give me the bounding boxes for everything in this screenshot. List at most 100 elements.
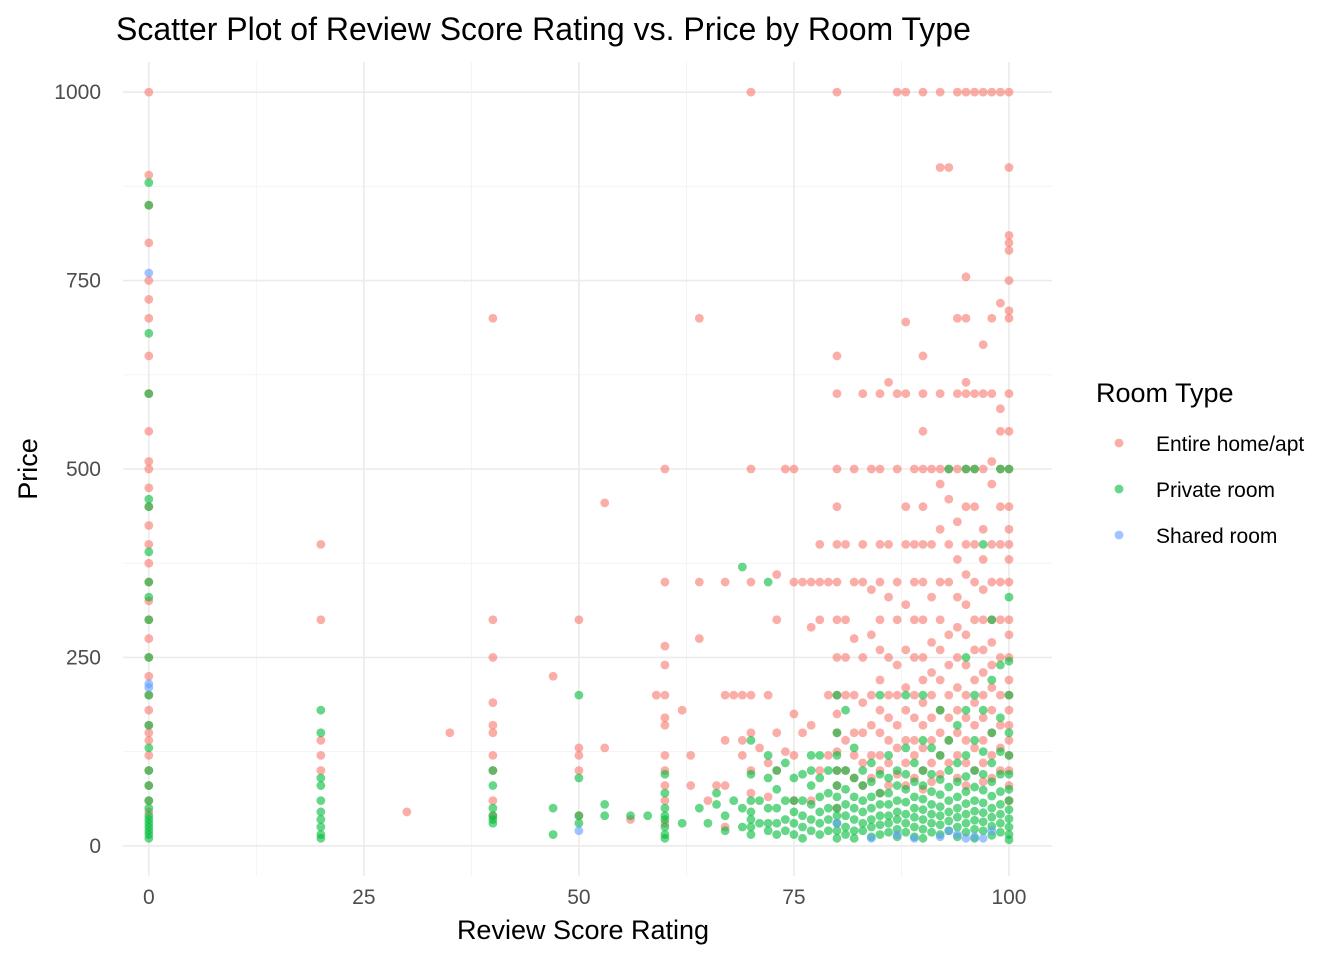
data-point-entire-home-apt bbox=[927, 539, 936, 549]
data-point-private-room bbox=[660, 833, 670, 843]
data-point-private-room bbox=[909, 803, 919, 813]
data-point-private-room bbox=[832, 826, 842, 836]
data-point-entire-home-apt bbox=[789, 709, 799, 719]
data-point-entire-home-apt bbox=[892, 720, 902, 730]
data-point-entire-home-apt bbox=[746, 577, 756, 587]
data-point-private-room bbox=[849, 743, 859, 753]
data-point-private-room bbox=[832, 781, 842, 790]
data-point-private-room bbox=[918, 815, 928, 824]
data-point-entire-home-apt bbox=[961, 313, 971, 323]
data-point-entire-home-apt bbox=[961, 660, 971, 670]
data-point-private-room bbox=[144, 502, 154, 512]
data-point-private-room bbox=[858, 818, 868, 828]
data-point-entire-home-apt bbox=[832, 351, 842, 361]
data-point-private-room bbox=[884, 799, 893, 809]
data-point-private-room bbox=[144, 796, 154, 806]
data-point-entire-home-apt bbox=[875, 464, 885, 474]
data-point-entire-home-apt bbox=[660, 660, 670, 670]
data-point-entire-home-apt bbox=[488, 728, 498, 738]
data-point-private-room bbox=[995, 818, 1005, 828]
data-point-entire-home-apt bbox=[884, 781, 893, 790]
data-point-entire-home-apt bbox=[927, 464, 936, 474]
data-point-private-room bbox=[961, 787, 971, 796]
data-point-private-room bbox=[815, 751, 825, 760]
data-point-private-room bbox=[849, 833, 859, 843]
data-point-entire-home-apt bbox=[944, 690, 954, 700]
data-point-private-room bbox=[961, 772, 971, 781]
data-point-private-room bbox=[316, 815, 326, 824]
data-point-private-room bbox=[798, 796, 807, 806]
data-point-entire-home-apt bbox=[927, 637, 936, 647]
data-point-entire-home-apt bbox=[978, 87, 988, 97]
data-point-entire-home-apt bbox=[1004, 577, 1014, 587]
x-tick-label: 0 bbox=[143, 886, 155, 909]
data-point-entire-home-apt bbox=[402, 807, 412, 817]
data-point-entire-home-apt bbox=[987, 389, 997, 399]
data-point-entire-home-apt bbox=[961, 600, 971, 610]
data-point-entire-home-apt bbox=[677, 705, 687, 715]
data-point-private-room bbox=[316, 781, 326, 790]
data-point-private-room bbox=[849, 773, 859, 783]
data-point-private-room bbox=[712, 799, 721, 809]
data-point-private-room bbox=[961, 705, 971, 715]
data-point-entire-home-apt bbox=[746, 728, 756, 738]
data-point-private-room bbox=[1004, 690, 1014, 700]
data-point-entire-home-apt bbox=[815, 539, 825, 549]
data-point-private-room bbox=[823, 788, 833, 798]
data-point-private-room bbox=[832, 833, 842, 843]
data-point-private-room bbox=[927, 769, 936, 779]
data-point-entire-home-apt bbox=[918, 720, 928, 730]
data-point-private-room bbox=[841, 766, 850, 775]
data-point-entire-home-apt bbox=[944, 630, 954, 640]
data-point-private-room bbox=[660, 822, 670, 832]
data-point-entire-home-apt bbox=[970, 615, 979, 625]
data-point-private-room bbox=[823, 803, 833, 813]
data-point-entire-home-apt bbox=[884, 758, 893, 768]
data-point-private-room bbox=[944, 796, 954, 806]
data-point-private-room bbox=[927, 799, 936, 809]
data-point-private-room bbox=[574, 773, 584, 783]
data-point-entire-home-apt bbox=[144, 483, 154, 493]
data-point-private-room bbox=[841, 705, 850, 715]
data-point-private-room bbox=[892, 766, 902, 775]
data-point-private-room bbox=[909, 758, 919, 768]
data-point-entire-home-apt bbox=[901, 502, 911, 512]
data-point-entire-home-apt bbox=[918, 389, 928, 399]
y-axis-title: Price bbox=[13, 438, 43, 500]
data-point-private-room bbox=[866, 792, 876, 802]
data-point-private-room bbox=[600, 799, 610, 809]
data-point-private-room bbox=[1004, 592, 1014, 602]
data-point-private-room bbox=[823, 766, 833, 775]
data-point-entire-home-apt bbox=[918, 615, 928, 625]
data-point-entire-home-apt bbox=[927, 735, 936, 745]
data-point-private-room bbox=[952, 720, 962, 730]
data-point-entire-home-apt bbox=[746, 464, 756, 474]
data-point-entire-home-apt bbox=[815, 577, 825, 587]
data-point-private-room bbox=[970, 464, 979, 474]
data-point-entire-home-apt bbox=[832, 87, 842, 97]
data-point-private-room bbox=[858, 807, 868, 817]
data-point-private-room bbox=[772, 766, 782, 775]
data-point-shared-room bbox=[144, 683, 154, 692]
data-point-entire-home-apt bbox=[970, 577, 979, 587]
data-point-private-room bbox=[1004, 814, 1014, 824]
data-point-private-room bbox=[875, 799, 885, 809]
data-point-private-room bbox=[884, 811, 893, 821]
data-point-private-room bbox=[935, 811, 945, 821]
data-point-entire-home-apt bbox=[909, 464, 919, 474]
data-point-private-room bbox=[780, 796, 790, 806]
data-point-private-room bbox=[935, 751, 945, 760]
data-point-private-room bbox=[978, 798, 988, 808]
data-point-entire-home-apt bbox=[901, 317, 911, 327]
data-point-entire-home-apt bbox=[144, 751, 154, 760]
data-point-private-room bbox=[849, 815, 859, 824]
data-point-private-room bbox=[1004, 769, 1014, 779]
data-point-entire-home-apt bbox=[660, 713, 670, 723]
data-point-private-room bbox=[995, 769, 1005, 779]
data-point-private-room bbox=[970, 735, 979, 745]
data-point-private-room bbox=[995, 827, 1005, 837]
data-point-private-room bbox=[737, 803, 747, 813]
legend-key bbox=[1114, 484, 1124, 494]
data-point-entire-home-apt bbox=[935, 728, 945, 738]
data-point-private-room bbox=[927, 809, 936, 819]
